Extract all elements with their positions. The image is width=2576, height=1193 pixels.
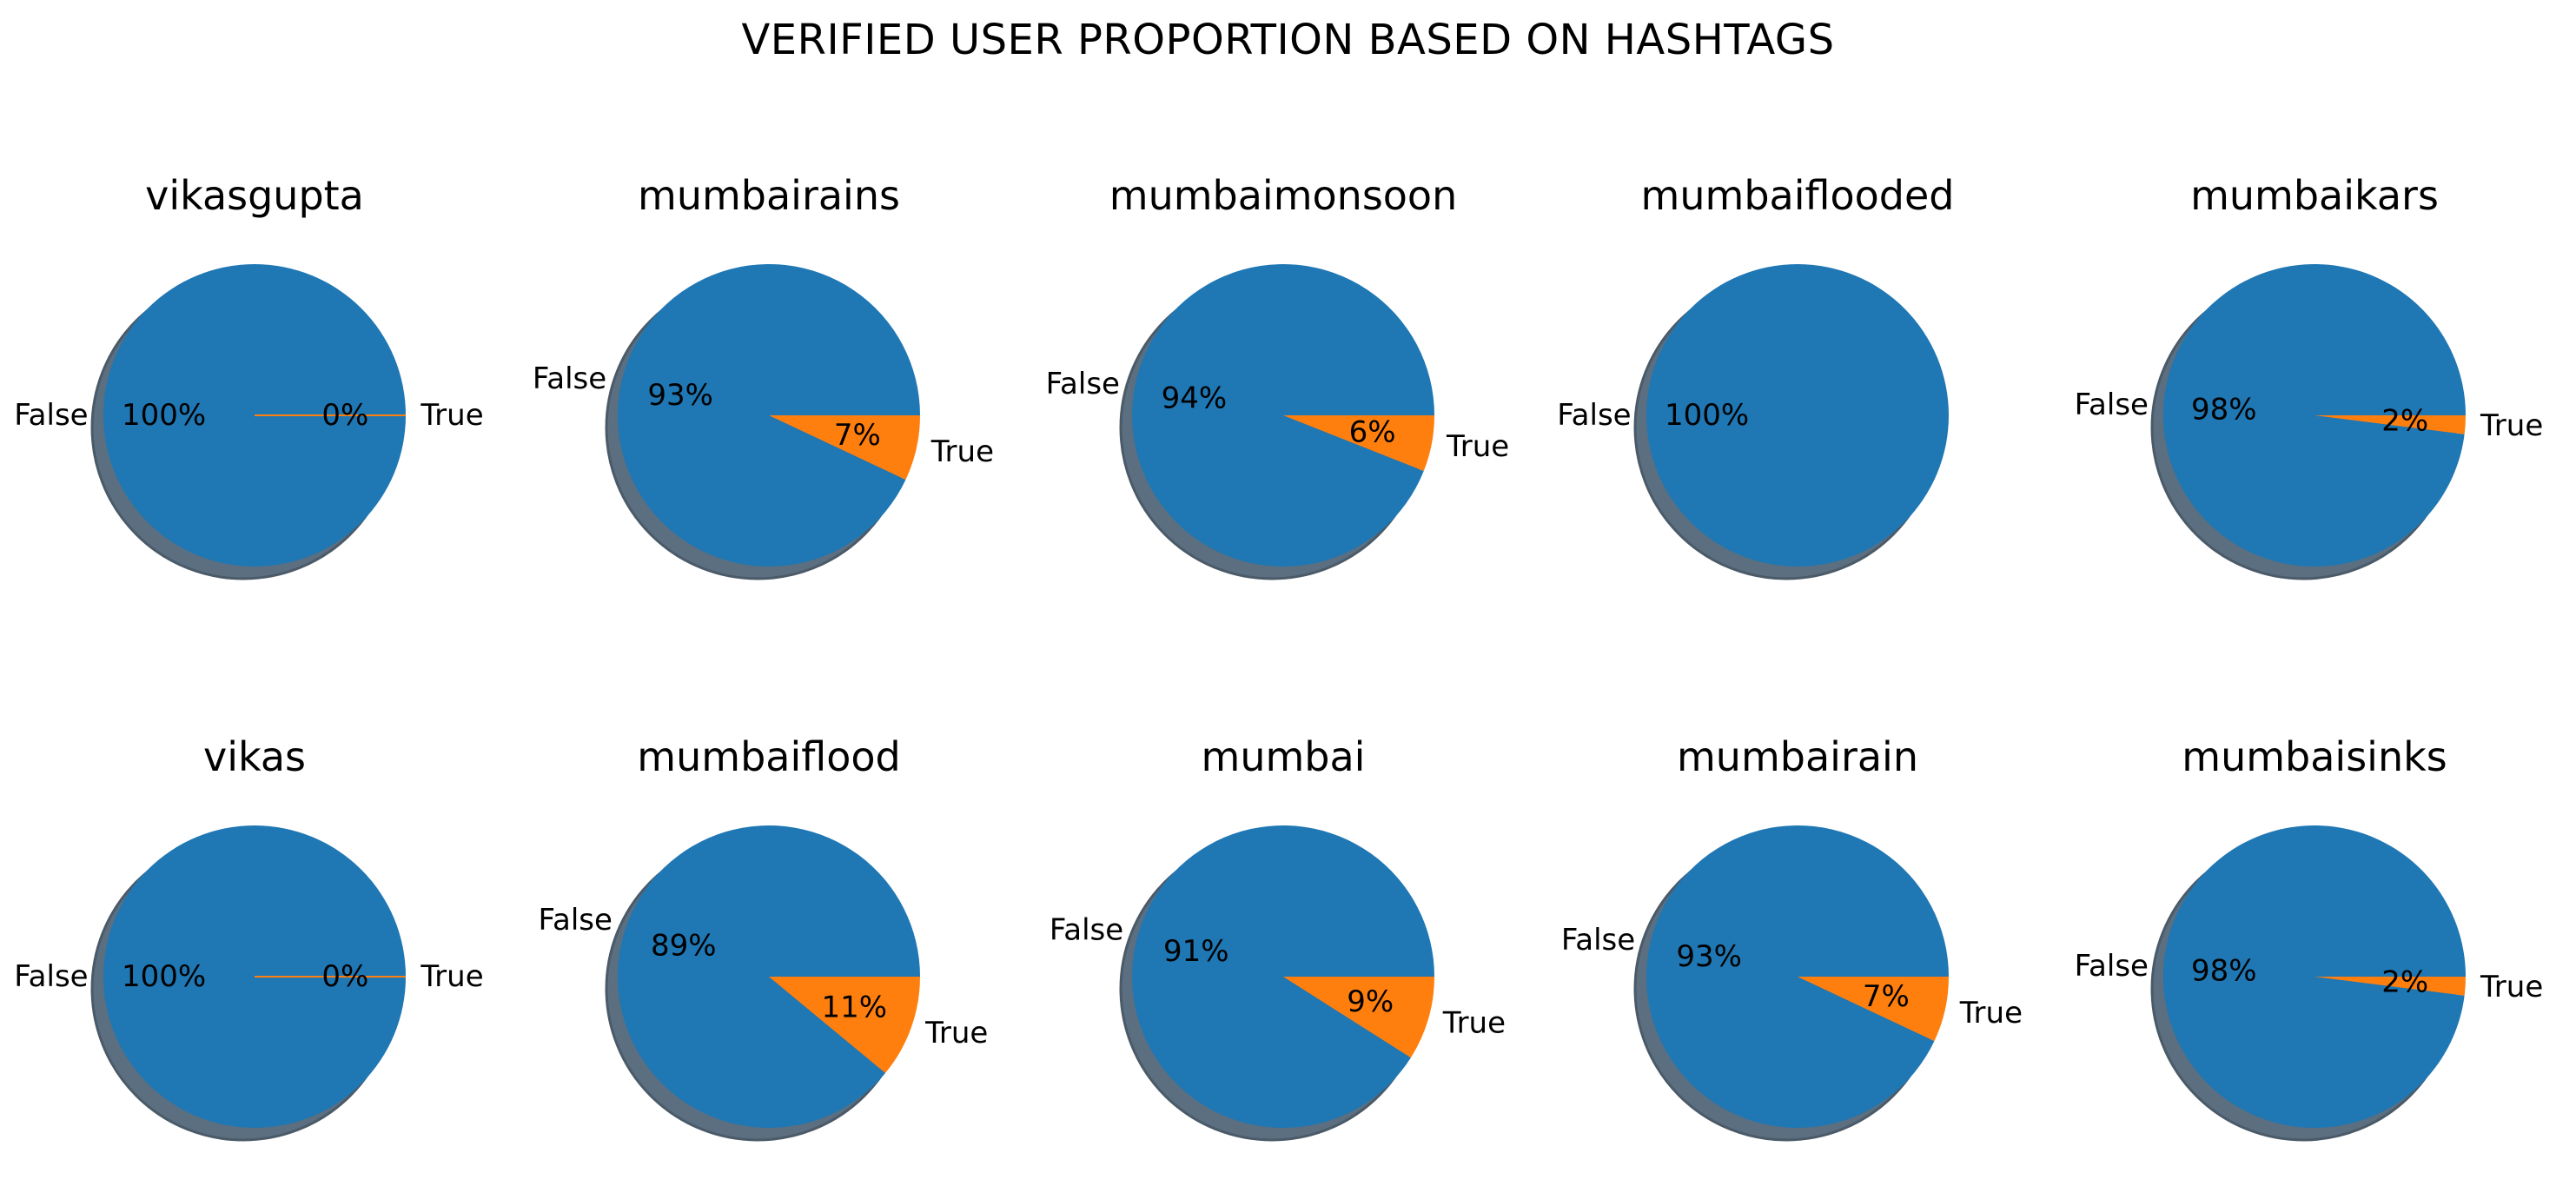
pie-label-false: False bbox=[539, 903, 613, 938]
pie-label-true: True bbox=[1442, 1005, 1506, 1040]
pie-chart-mumbaikars: mumbaikars False 98% True 2% bbox=[2075, 172, 2543, 580]
pie-title: mumbaimonsoon bbox=[1109, 172, 1457, 219]
pie-chart-mumbairain: mumbairain False 93% True 7% bbox=[1561, 733, 2023, 1142]
pie-pct-false: 93% bbox=[1676, 939, 1742, 974]
pie-label-false: False bbox=[2075, 388, 2149, 422]
pie-slice-true bbox=[2314, 977, 2466, 996]
pie-slice-true bbox=[1283, 415, 1434, 472]
pie-chart-vikasgupta: vikasgupta False 100% True 0% bbox=[14, 172, 484, 580]
pie-chart-mumbaiflooded: mumbaiflooded False 100% bbox=[1557, 172, 1955, 580]
pie-label-false: False bbox=[14, 959, 88, 994]
pie-label-true: True bbox=[930, 434, 994, 469]
pie-title: mumbaiflood bbox=[637, 733, 900, 780]
pie-title: vikas bbox=[203, 733, 306, 780]
pie-pct-true: 11% bbox=[821, 990, 887, 1024]
pie-pct-false: 94% bbox=[1162, 381, 1228, 415]
pie-chart-vikas: vikas False 100% True 0% bbox=[14, 733, 484, 1142]
pie-slice-true bbox=[1798, 977, 1949, 1042]
pie-chart-mumbai: mumbai False 91% True 9% bbox=[1050, 733, 1506, 1142]
pie-pct-false: 89% bbox=[651, 929, 717, 964]
pie-label-true: True bbox=[420, 959, 483, 994]
pie-label-false: False bbox=[1561, 923, 1635, 958]
pie-label-true: True bbox=[2480, 408, 2543, 443]
pie-label-true: True bbox=[1446, 429, 1509, 464]
pie-pct-false: 93% bbox=[647, 378, 713, 413]
pie-pct-false: 98% bbox=[2191, 392, 2257, 427]
pie-label-false: False bbox=[1046, 367, 1120, 401]
pie-slice-true bbox=[2314, 415, 2466, 434]
pie-pct-true: 0% bbox=[321, 959, 368, 994]
pie-pct-true: 7% bbox=[834, 418, 881, 453]
pie-pct-true: 9% bbox=[1347, 984, 1394, 1019]
pie-pct-false: 98% bbox=[2191, 953, 2257, 988]
pie-slice-false bbox=[1646, 264, 1949, 567]
pie-pct-true: 7% bbox=[1863, 979, 1910, 1014]
pie-label-true: True bbox=[924, 1016, 988, 1051]
pie-label-false: False bbox=[1050, 913, 1123, 948]
pie-title: mumbairain bbox=[1677, 733, 1918, 780]
pie-slice-true bbox=[769, 415, 920, 481]
pie-pct-true: 6% bbox=[1349, 415, 1396, 450]
pie-title: mumbaisinks bbox=[2182, 733, 2447, 780]
pie-pct-true: 2% bbox=[2381, 404, 2428, 439]
pie-slice-false bbox=[2163, 825, 2466, 1129]
figure-title: VERIFIED USER PROPORTION BASED ON HASHTA… bbox=[741, 16, 1835, 64]
pie-chart-mumbaisinks: mumbaisinks False 98% True 2% bbox=[2075, 733, 2543, 1142]
pie-label-false: False bbox=[14, 398, 88, 433]
pie-pct-false: 100% bbox=[122, 959, 206, 994]
pie-slice-true bbox=[769, 977, 920, 1073]
pie-label-false: False bbox=[533, 361, 606, 396]
pie-label-true: True bbox=[420, 398, 483, 433]
pie-chart-mumbaiflood: mumbaiflood False 89% True 11% bbox=[539, 733, 988, 1142]
pie-label-true: True bbox=[2480, 970, 2543, 1004]
pie-slice-true bbox=[1283, 977, 1434, 1058]
pie-pct-false: 100% bbox=[122, 398, 206, 433]
pie-title: mumbai bbox=[1202, 733, 1366, 780]
pie-pct-true: 0% bbox=[321, 398, 368, 433]
pie-chart-mumbaimonsoon: mumbaimonsoon False 94% True 6% bbox=[1046, 172, 1509, 580]
pie-chart-mumbairains: mumbairains False 93% True 7% bbox=[533, 172, 994, 580]
pie-slice-false bbox=[1131, 264, 1434, 567]
pie-label-false: False bbox=[1557, 398, 1631, 433]
pie-slice-false bbox=[2162, 264, 2466, 567]
pie-pct-false: 91% bbox=[1163, 934, 1229, 969]
pie-title: mumbaikars bbox=[2190, 172, 2439, 219]
pie-title: mumbaiflooded bbox=[1641, 172, 1955, 219]
pie-pct-false: 100% bbox=[1665, 398, 1749, 433]
pie-slice-false bbox=[1131, 825, 1434, 1129]
pie-label-false: False bbox=[2075, 949, 2149, 984]
pie-label-true: True bbox=[1959, 996, 2023, 1031]
pie-title: mumbairains bbox=[638, 172, 900, 219]
pie-pct-true: 2% bbox=[2381, 965, 2428, 1000]
pie-title: vikasgupta bbox=[145, 172, 364, 219]
